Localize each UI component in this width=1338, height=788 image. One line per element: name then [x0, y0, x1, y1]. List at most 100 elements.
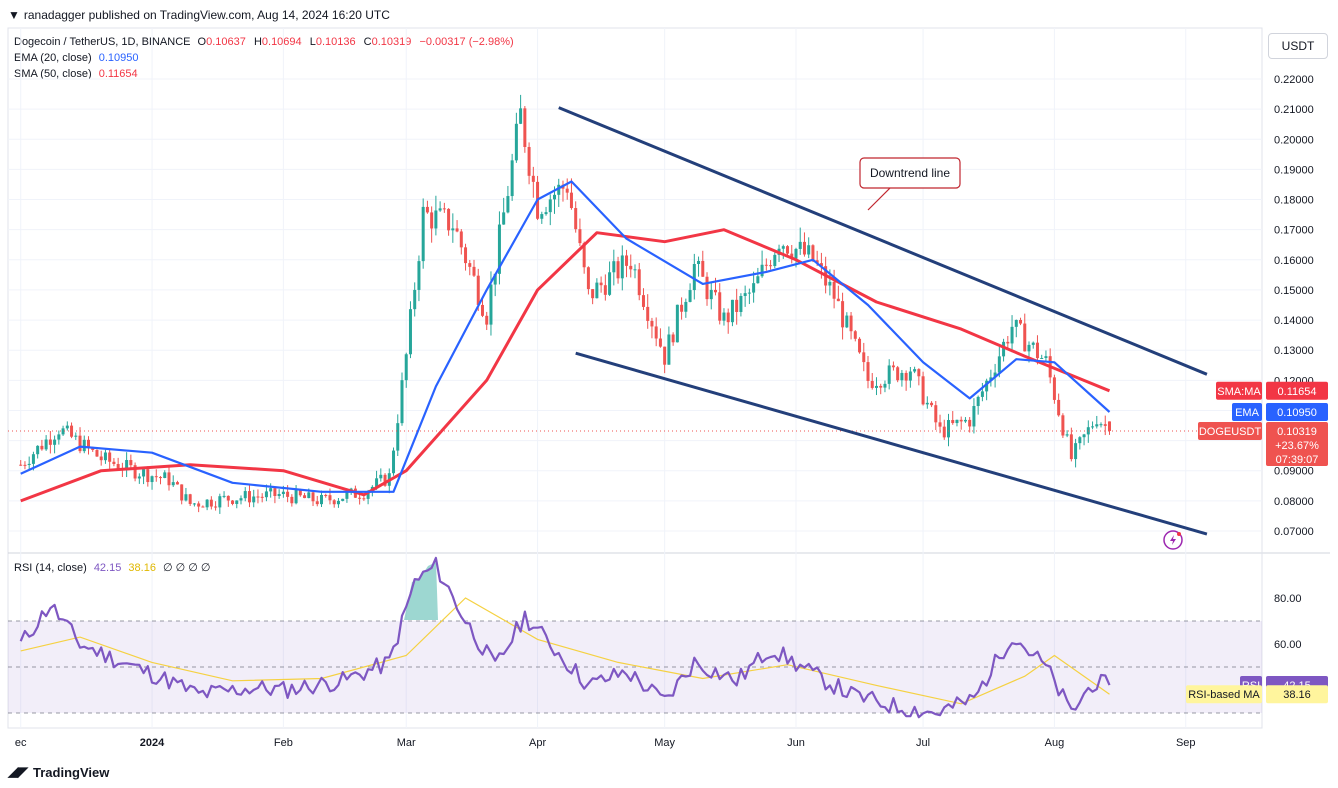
candle-body — [853, 331, 857, 339]
candle-body — [290, 496, 294, 504]
time-tick-label: Feb — [274, 737, 293, 749]
candle-body — [366, 491, 370, 499]
time-tick-label: May — [654, 737, 675, 749]
symbol-name[interactable]: Dogecoin / TetherUS, 1D, BINANCE — [14, 36, 191, 48]
candle-body — [349, 488, 353, 492]
candle-body — [252, 496, 256, 503]
rsi-band-fill — [8, 621, 1262, 713]
candle-body — [430, 212, 434, 229]
candle-body — [930, 402, 934, 406]
candle-body — [383, 474, 387, 486]
candle-body — [95, 450, 99, 457]
candle-body — [137, 476, 141, 479]
price-tick-label: 0.14000 — [1274, 315, 1314, 327]
candle-body — [832, 281, 836, 299]
candle-body — [968, 419, 972, 427]
candle-body — [120, 469, 124, 471]
candle-body — [78, 435, 82, 452]
candle-body — [447, 208, 451, 231]
candle-body — [387, 473, 391, 486]
candle-body — [807, 245, 811, 255]
candle-body — [1035, 342, 1039, 359]
candle-body — [786, 246, 790, 254]
candle-body — [404, 354, 408, 381]
candle-body — [489, 284, 493, 325]
candle-body — [506, 196, 510, 213]
candle-body — [972, 406, 976, 427]
candle-body — [464, 247, 468, 264]
symbol-value-line: 07:39:07 — [1276, 454, 1319, 466]
grid-lines — [7, 27, 1330, 729]
candle-body — [353, 488, 357, 498]
candle-body — [955, 419, 959, 424]
candle-body — [959, 419, 963, 422]
price-tick-label: 0.15000 — [1274, 285, 1314, 297]
candle-body — [502, 212, 506, 225]
candle-body — [86, 439, 90, 448]
candle-body — [476, 275, 480, 305]
candle-body — [103, 452, 107, 461]
candle-body — [739, 295, 743, 312]
candle-body — [544, 212, 548, 215]
candle-body — [879, 385, 883, 388]
candle-body — [239, 498, 243, 501]
candle-body — [27, 463, 31, 466]
candle-body — [616, 261, 620, 279]
candle-body — [264, 491, 268, 498]
candle-body — [667, 334, 671, 365]
sma-tag-value-bg — [1266, 381, 1328, 400]
candle-body — [942, 426, 946, 438]
candle-body — [74, 435, 78, 437]
candle-body — [370, 486, 374, 492]
candle-body — [44, 439, 48, 450]
candle-body — [154, 476, 158, 478]
rsi-tag-value-bg — [1266, 676, 1328, 695]
candle-body — [1091, 426, 1095, 428]
candle-body — [557, 184, 561, 195]
candle-body — [375, 478, 379, 487]
rsi-tag-bg — [1240, 676, 1262, 695]
candle-body — [637, 269, 641, 296]
candle-body — [913, 369, 917, 372]
candle-body — [586, 267, 590, 290]
candle-body — [163, 472, 167, 479]
candle-body — [811, 245, 815, 261]
candle-body — [798, 241, 802, 249]
candles — [19, 94, 1111, 514]
candle-body — [112, 461, 116, 465]
candle-body — [1027, 344, 1031, 352]
rsi-label[interactable]: RSI (14, close) — [14, 562, 87, 574]
sma-label[interactable]: SMA (50, close) — [14, 68, 92, 80]
candle-body — [947, 420, 950, 438]
candle-body — [870, 380, 874, 388]
candle-body — [91, 447, 95, 451]
brand-footer[interactable]: ◢◤ TradingView — [8, 764, 109, 780]
candle-body — [752, 283, 756, 293]
candle-body — [866, 362, 870, 381]
candle-body — [917, 369, 921, 377]
rsi-value: 42.15 — [93, 562, 122, 574]
ema-row: EMA (20, close) 0.10950 — [14, 50, 514, 66]
candle-body — [841, 301, 845, 328]
annotation-box — [859, 157, 961, 189]
candle-body — [1107, 421, 1111, 431]
rsi-ma-tag-value: 38.16 — [1283, 689, 1311, 701]
candle-body — [70, 425, 74, 437]
candle-body — [159, 477, 163, 479]
candle-body — [705, 276, 709, 300]
candle-body — [824, 266, 828, 286]
currency-button[interactable]: USDT — [1268, 33, 1328, 59]
candle-body — [218, 496, 222, 508]
publisher-text: ranadagger published on TradingView.com,… — [23, 8, 390, 22]
price-tick-label: 0.11000 — [1274, 405, 1313, 417]
candle-body — [341, 498, 345, 501]
candle-body — [658, 338, 662, 347]
price-tick-label: 0.18000 — [1274, 195, 1314, 207]
ema-label[interactable]: EMA (20, close) — [14, 52, 92, 64]
candle-body — [269, 488, 273, 492]
candle-body — [663, 346, 667, 365]
candle-body — [451, 228, 455, 231]
candle-body — [1019, 319, 1023, 324]
candle-body — [845, 315, 849, 328]
